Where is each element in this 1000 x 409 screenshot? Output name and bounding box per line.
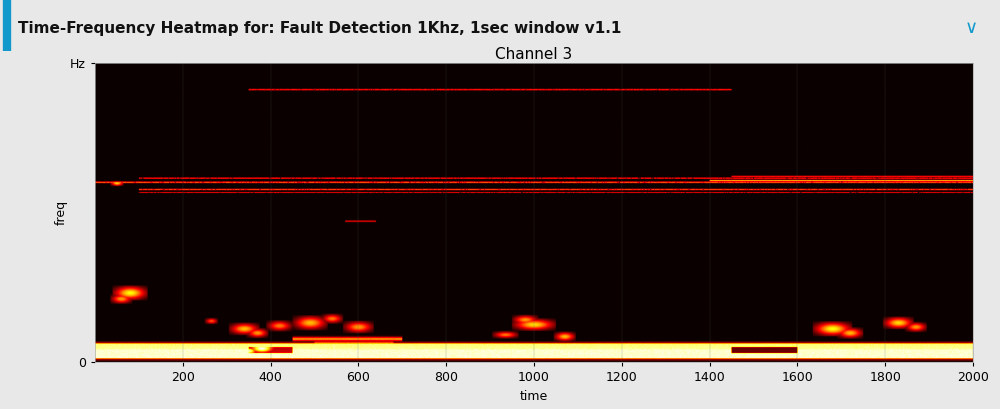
Title: Channel 3: Channel 3 (495, 47, 573, 62)
Text: Time-Frequency Heatmap for: Fault Detection 1Khz, 1sec window v1.1: Time-Frequency Heatmap for: Fault Detect… (18, 20, 621, 36)
Y-axis label: freq: freq (54, 200, 67, 225)
Text: ∨: ∨ (965, 19, 978, 37)
X-axis label: time: time (520, 389, 548, 402)
